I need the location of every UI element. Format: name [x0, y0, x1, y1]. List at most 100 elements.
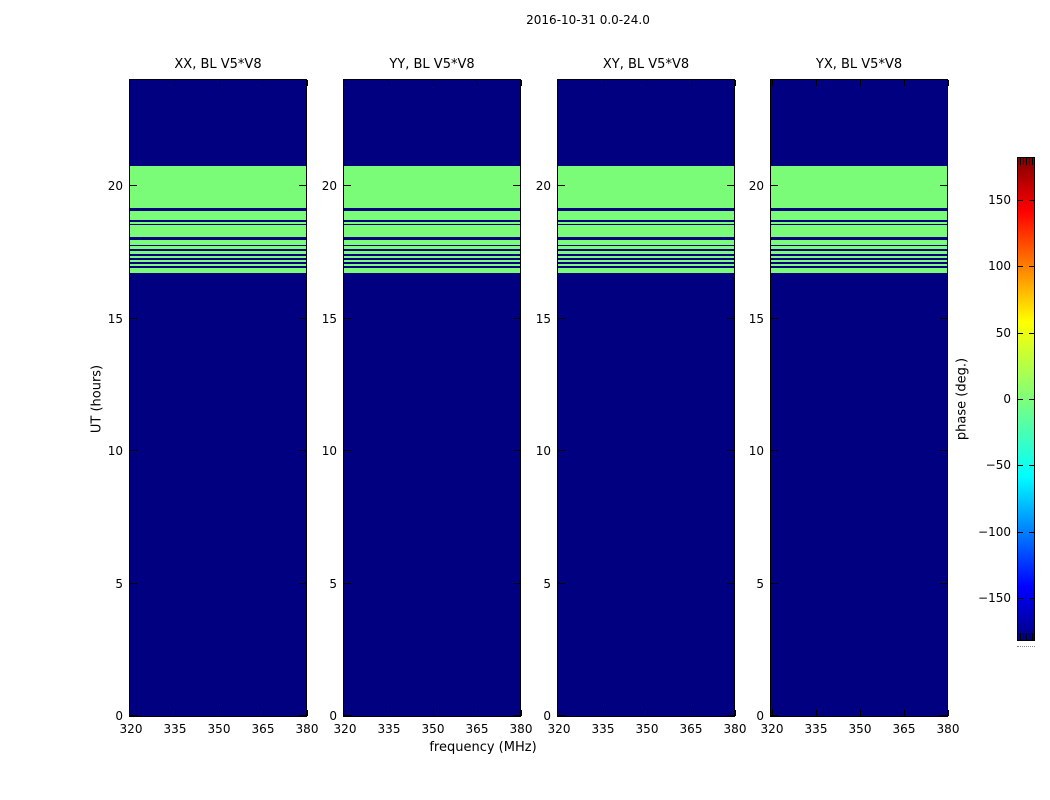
colorbar-tick-label: 0 — [1003, 392, 1011, 406]
colorbar-bottom-minorticks — [1020, 633, 1033, 640]
x-tick-mark — [263, 80, 264, 86]
y-tick-mark — [513, 715, 520, 716]
x-tick-label: 335 — [163, 722, 187, 736]
x-tick-mark — [735, 80, 736, 86]
phase-segment — [130, 237, 306, 240]
phase-segment — [771, 253, 947, 256]
x-tick-mark — [433, 80, 434, 86]
y-tick-mark — [727, 317, 734, 319]
phase-segment — [344, 266, 520, 269]
phase-segment — [344, 268, 520, 273]
phase-segment — [344, 239, 520, 245]
y-tick-mark — [130, 582, 137, 584]
y-tick-mark — [344, 317, 351, 319]
x-tick-mark — [477, 80, 478, 86]
x-tick-mark — [691, 710, 692, 716]
x-tick-mark — [131, 710, 132, 716]
y-tick-mark — [344, 582, 351, 584]
colorbar-tick-mark — [1029, 332, 1034, 334]
y-tick-label: 15 — [321, 311, 337, 326]
y-axis-label: UT (hours) — [89, 364, 105, 434]
phase-segment — [558, 257, 734, 260]
x-tick-mark — [647, 80, 648, 86]
colorbar-tick-label: 150 — [988, 192, 1011, 207]
phase-segment — [344, 221, 520, 224]
phase-segment — [130, 249, 306, 252]
y-tick-label: 0 — [543, 709, 551, 723]
y-tick-mark — [299, 450, 306, 451]
phase-segment — [771, 239, 947, 245]
x-tick-mark — [345, 80, 346, 86]
y-tick-mark — [558, 450, 565, 451]
x-tick-label: 380 — [295, 722, 319, 736]
colorbar-tick-mark — [1018, 332, 1023, 334]
phase-segment — [558, 239, 734, 245]
x-tick-mark — [603, 710, 604, 716]
x-tick-label: 335 — [377, 722, 401, 736]
y-tick-mark — [130, 185, 137, 186]
colorbar-tick-mark — [1029, 399, 1034, 400]
phase-segment — [130, 221, 306, 224]
colorbar-tick-mark — [1029, 531, 1034, 533]
colorbar-tick-mark — [1029, 465, 1034, 467]
phase-segment — [130, 262, 306, 265]
x-tick-label: 320 — [333, 722, 357, 736]
colorbar-tick-mark — [1018, 531, 1023, 533]
phase-segment — [130, 253, 306, 256]
colorbar-tick-mark — [1018, 465, 1023, 467]
x-tick-label: 365 — [892, 722, 916, 736]
phase-segment — [558, 272, 734, 716]
y-tick-label: 5 — [115, 576, 123, 591]
phase-segment — [771, 255, 947, 258]
phase-segment — [130, 266, 306, 269]
y-tick-label: 5 — [329, 576, 337, 591]
x-tick-mark — [307, 80, 308, 86]
y-tick-mark — [727, 185, 734, 186]
colorbar-tick-mark — [1029, 598, 1034, 600]
y-tick-label: 20 — [535, 179, 551, 193]
phase-segment — [771, 264, 947, 267]
x-tick-mark — [772, 710, 773, 716]
y-tick-label: 0 — [756, 709, 764, 723]
y-tick-mark — [940, 715, 947, 716]
colorbar-tick-mark — [1029, 266, 1034, 268]
x-tick-mark — [816, 710, 817, 716]
phase-segment — [771, 262, 947, 265]
phase-segment — [130, 246, 306, 250]
phase-segment — [558, 165, 734, 208]
y-tick-label: 15 — [107, 311, 123, 326]
phase-segment — [771, 223, 947, 226]
phase-segment — [130, 244, 306, 247]
panel-title-1: XX, BL V5*V8 — [174, 57, 262, 72]
phase-segment — [771, 207, 947, 211]
phase-segment — [130, 239, 306, 245]
colorbar-tick-label: −50 — [985, 458, 1011, 473]
panel-title-3: XY, BL V5*V8 — [602, 57, 690, 72]
y-tick-mark — [513, 582, 520, 584]
phase-segment — [771, 225, 947, 238]
colorbar-label: phase (deg.) — [954, 357, 970, 441]
colorbar-tick-label: 50 — [995, 325, 1011, 340]
heatmap-panel-2 — [343, 79, 522, 717]
y-tick-mark — [344, 185, 351, 186]
phase-segment — [130, 225, 306, 238]
phase-segment — [344, 225, 520, 238]
phase-segment — [344, 246, 520, 250]
phase-segment — [344, 210, 520, 220]
x-tick-label: 380 — [936, 722, 960, 736]
phase-segment — [344, 244, 520, 247]
phase-segment — [344, 207, 520, 211]
phase-segment — [344, 255, 520, 258]
phase-segment — [771, 221, 947, 224]
x-tick-mark — [948, 710, 949, 716]
y-tick-label: 20 — [321, 179, 337, 193]
phase-segment — [558, 251, 734, 254]
y-tick-label: 0 — [115, 709, 123, 723]
x-tick-mark — [691, 80, 692, 86]
colorbar-tick-mark — [1018, 199, 1023, 201]
phase-segment — [130, 257, 306, 260]
phase-segment — [558, 266, 734, 269]
colorbar-bottom-dots — [1017, 646, 1035, 647]
phase-segment — [344, 80, 520, 166]
